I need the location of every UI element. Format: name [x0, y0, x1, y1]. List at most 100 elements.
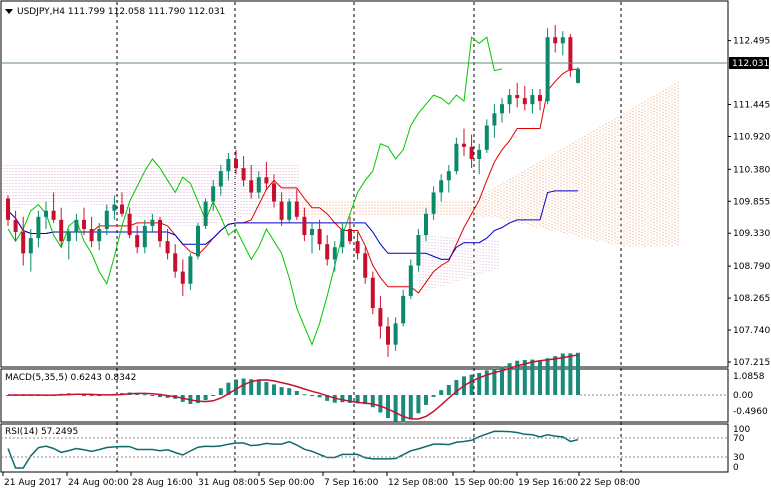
candle-body-61	[469, 146, 474, 159]
macd-bar-71	[545, 358, 550, 395]
candle-body-75	[576, 68, 580, 83]
macd-bar-21	[165, 395, 170, 398]
candle-body-32	[249, 180, 254, 193]
candle-body-0	[6, 198, 10, 220]
macd-bar-38	[294, 391, 299, 395]
candle-body-26	[203, 201, 208, 226]
candle-body-14	[112, 204, 117, 211]
macd-label: MACD(5,35,5) 0.6243 0.8342	[5, 373, 136, 383]
candle-body-16	[127, 213, 132, 236]
macd-bar-27	[211, 395, 216, 396]
macd-bar-19	[150, 395, 155, 396]
candle-body-8	[66, 232, 71, 242]
macd-bar-11	[89, 395, 94, 397]
time-label-4: 5 Sep 00:00	[260, 478, 315, 488]
macd-axis-label-2: -0.4960	[733, 407, 768, 417]
rsi-label: RSI(14) 57.2495	[5, 427, 78, 437]
candle-body-43	[332, 247, 337, 260]
candle-body-47	[363, 253, 368, 278]
macd-bar-33	[256, 380, 261, 395]
candle-body-22	[173, 253, 178, 272]
macd-bar-64	[492, 368, 497, 395]
candle-body-51	[393, 323, 398, 345]
candle-body-55	[424, 213, 428, 236]
candle-body-52	[401, 295, 406, 324]
candle-body-66	[507, 95, 512, 105]
main-price-panel[interactable]	[0, 0, 729, 368]
candle-body-33	[256, 177, 261, 193]
candle-body-30	[234, 158, 238, 169]
candle-body-31	[241, 168, 246, 181]
candle-body-10	[82, 219, 86, 229]
dropdown-triangle-icon[interactable]	[5, 9, 13, 14]
candle-body-53	[408, 265, 413, 296]
macd-bar-32	[249, 379, 254, 395]
macd-bar-73	[560, 353, 565, 395]
macd-bar-63	[484, 370, 489, 395]
time-label-5: 7 Sep 16:00	[324, 478, 379, 488]
macd-bar-69	[530, 359, 535, 395]
price-label-2: 110.920	[733, 132, 770, 142]
price-label-0: 112.495	[733, 37, 770, 47]
candle-body-13	[104, 210, 109, 229]
rsi-panel[interactable]	[0, 423, 729, 473]
macd-bar-47	[363, 395, 368, 405]
price-label-9: 107.215	[733, 358, 770, 368]
time-label-2: 28 Aug 16:00	[132, 478, 193, 488]
macd-axis-label-0: 1.0858	[733, 372, 765, 382]
macd-signal-line	[8, 354, 579, 420]
macd-bar-53	[408, 395, 413, 420]
candle-body-12	[97, 228, 102, 242]
macd-bar-61	[469, 374, 474, 395]
macd-bar-12	[97, 395, 102, 396]
macd-bar-66	[507, 363, 512, 395]
rsi-polyline	[7, 430, 579, 469]
macd-bar-51	[393, 395, 398, 422]
candle-body-44	[340, 228, 345, 248]
candle-body-63	[484, 125, 489, 150]
candle-body-37	[287, 201, 292, 220]
candle-body-3	[28, 238, 33, 254]
time-label-7: 15 Sep 00:00	[454, 478, 514, 488]
candle-body-9	[74, 219, 79, 233]
macd-bar-57	[439, 390, 444, 395]
macd-bar-65	[500, 366, 504, 395]
macd-bar-20	[158, 395, 162, 398]
candle-body-62	[477, 149, 482, 159]
candle-body-25	[196, 225, 200, 257]
candle-body-54	[416, 235, 421, 266]
macd-bar-58	[446, 385, 451, 395]
macd-bar-74	[568, 353, 573, 395]
candle-body-69	[530, 95, 535, 105]
candle-body-40	[310, 228, 314, 236]
candle-body-39	[302, 216, 307, 236]
kijun-line	[7, 190, 578, 260]
candle-body-58	[446, 171, 451, 181]
candle-body-74	[568, 37, 573, 71]
macd-bar-35	[272, 384, 276, 395]
symbol-info-label: USDJPY,H4 111.799 112.058 111.790 112.03…	[17, 7, 225, 17]
macd-bar-54	[416, 395, 421, 414]
candle-body-17	[135, 235, 140, 248]
macd-bar-46	[355, 395, 360, 404]
macd-bar-44	[340, 395, 345, 403]
ichimoku-cloud	[3, 82, 679, 293]
candle-body-64	[492, 113, 497, 126]
current-price-box: 112.031	[729, 57, 769, 69]
macd-bar-52	[401, 395, 406, 423]
candle-body-42	[325, 244, 330, 260]
candle-body-46	[355, 241, 360, 254]
candle-body-27	[211, 186, 216, 202]
price-label-6: 108.790	[733, 262, 770, 272]
candle-body-49	[378, 308, 383, 327]
macd-bar-62	[477, 372, 482, 395]
candle-body-6	[51, 210, 56, 220]
macd-bar-59	[454, 380, 459, 395]
macd-bar-25	[196, 395, 200, 404]
candle-body-11	[89, 228, 94, 242]
rsi-axis-label-2: 30	[733, 453, 745, 463]
macd-axis: 1.0858 0.00 -0.4960	[733, 372, 768, 417]
candle-body-5	[44, 210, 48, 217]
